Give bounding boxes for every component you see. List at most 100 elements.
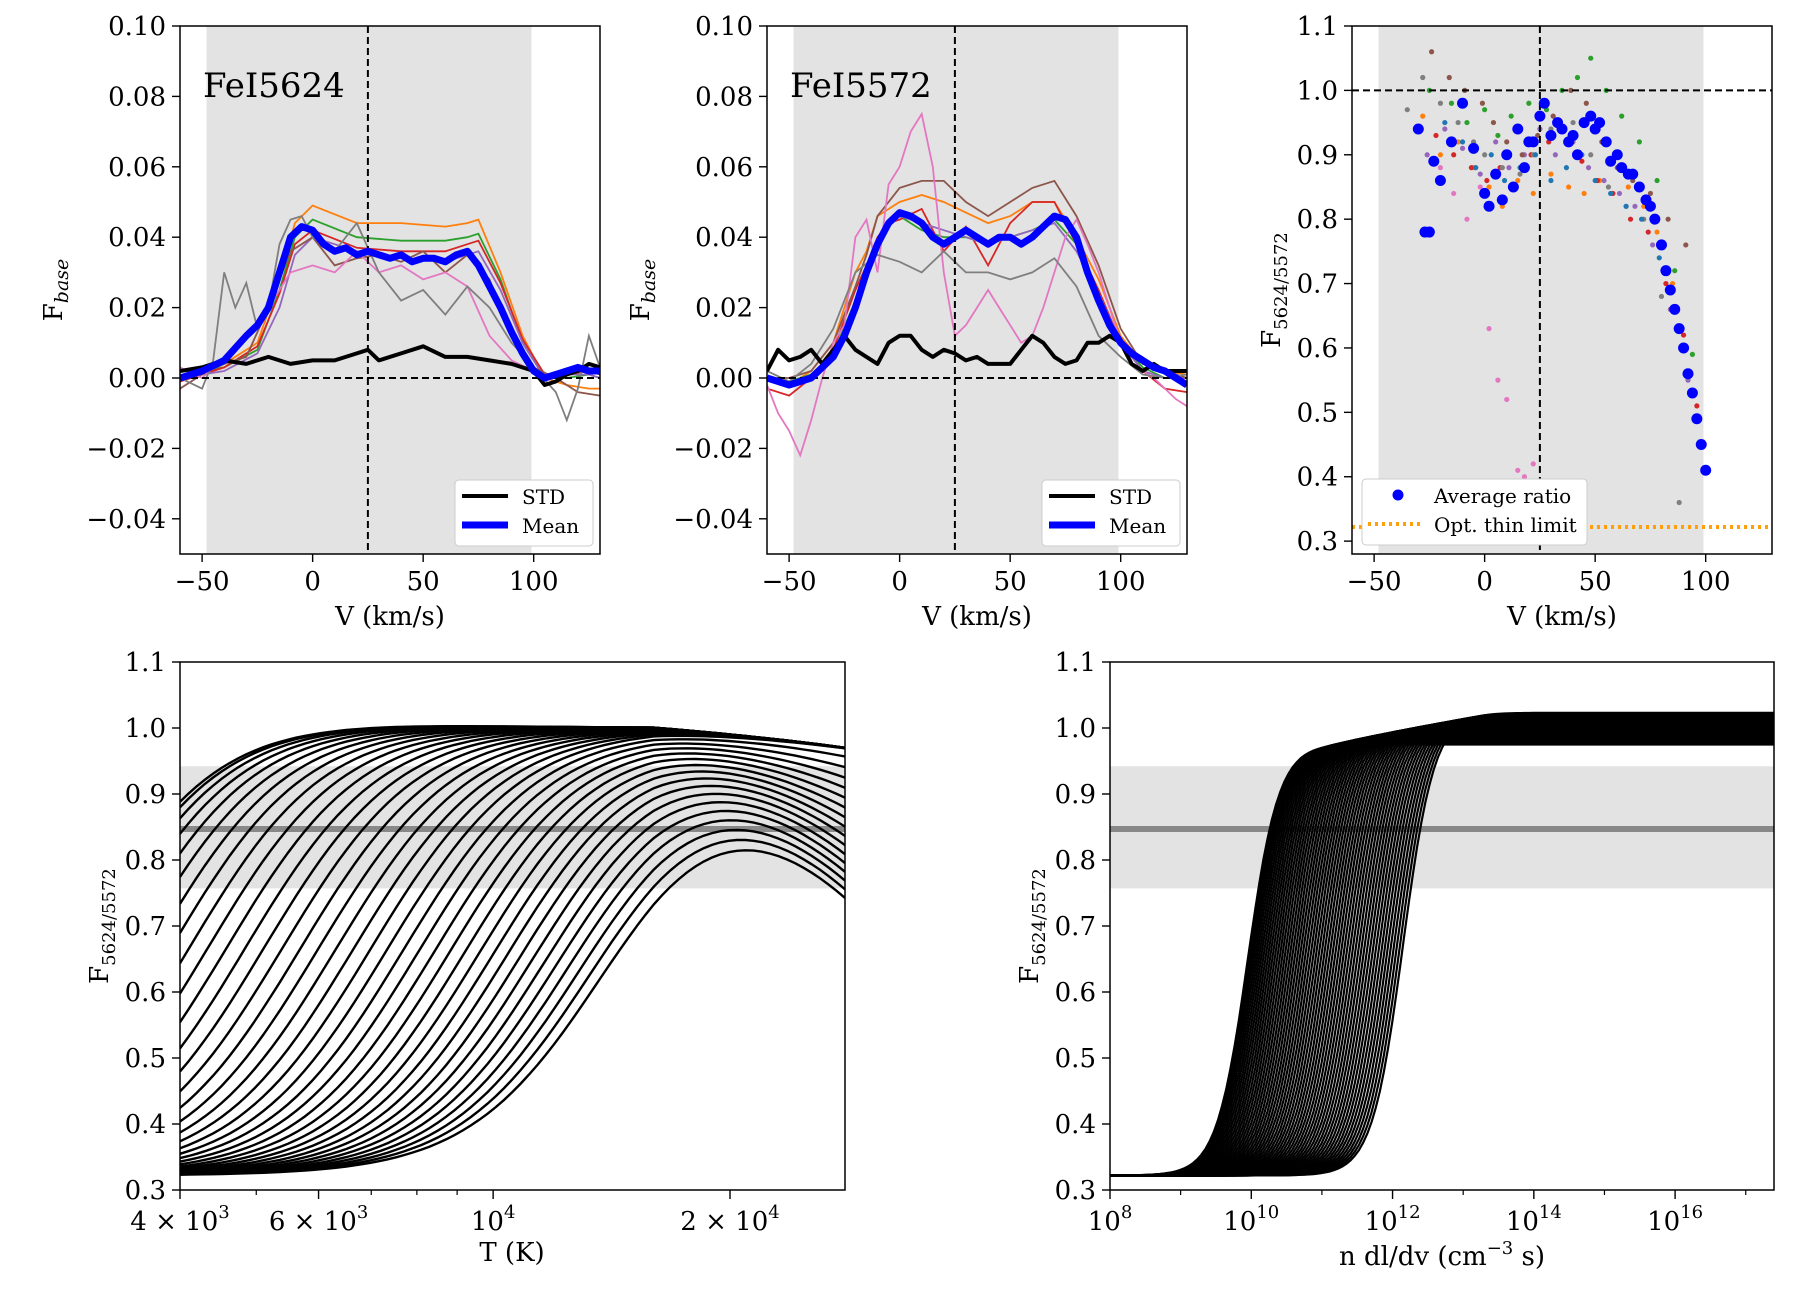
model-ratio-curve <box>180 849 845 1176</box>
epoch-ratio-point <box>1424 152 1430 158</box>
average-ratio-point <box>1627 168 1639 180</box>
epoch-ratio-point <box>1623 203 1629 209</box>
axes-frame <box>179 25 601 555</box>
average-ratio-point <box>1501 149 1513 161</box>
epoch-ratio-point <box>1689 351 1696 357</box>
y-tick-label: 1.1 <box>1297 12 1338 42</box>
model-ratio-curve <box>180 792 845 1174</box>
epoch-ratio-point <box>1477 184 1483 190</box>
epoch-ratio-point <box>1464 119 1470 126</box>
y-tick-label: 0.08 <box>695 82 753 112</box>
model-ratio-curve <box>180 770 845 1172</box>
epoch-ratio-point <box>1530 190 1536 197</box>
x-tick-label: 50 <box>1579 567 1612 597</box>
average-ratio-point <box>1545 129 1557 141</box>
average-ratio-point <box>1669 303 1681 315</box>
average-ratio-point <box>1594 117 1606 129</box>
epoch-ratio-point <box>1663 280 1669 287</box>
epoch-ratio-point <box>1632 203 1638 209</box>
average-ratio-point <box>1682 368 1694 380</box>
legend-box <box>1361 478 1588 546</box>
average-ratio-point <box>1571 149 1583 161</box>
axes-frame <box>766 25 1188 555</box>
average-ratio-point <box>1686 387 1698 399</box>
y-tick-label: 0.08 <box>108 82 166 112</box>
epoch-ratio-point <box>1672 268 1678 274</box>
x-axis-label: V (km/s) <box>921 602 1032 632</box>
y-tick-label: 0.02 <box>108 294 166 324</box>
epoch-ratio-point <box>1654 229 1660 235</box>
y-axis-label-sub: base <box>51 259 73 304</box>
legend-std-label: STD <box>522 485 565 509</box>
y-tick-label: 0.4 <box>125 1110 166 1140</box>
y-tick-label: 0.5 <box>125 1044 166 1074</box>
epoch-ratio-point <box>1488 152 1494 158</box>
epoch-ratio-point <box>1493 139 1499 145</box>
epoch-ratio-point <box>1581 190 1587 197</box>
epoch-ratio-point <box>1495 132 1501 139</box>
epoch-ratio-point <box>1627 216 1634 222</box>
epoch-ratio-point <box>1420 113 1426 119</box>
y-tick-label: 0.9 <box>1297 141 1338 171</box>
epoch-ratio-point <box>1448 100 1455 106</box>
mean-line <box>767 209 1187 389</box>
x-tick-label: 0 <box>891 567 908 597</box>
epoch-ratio-point <box>1420 74 1426 81</box>
epoch-ratio-point <box>1486 326 1492 332</box>
y-tick-label: 0.00 <box>108 364 166 394</box>
epoch-ratio-point <box>1404 107 1410 113</box>
average-ratio-point <box>1518 162 1530 174</box>
epoch-ratio-point <box>1484 177 1490 184</box>
y-tick-label: −0.02 <box>86 434 166 464</box>
panel-ratio-vs-temperature: 4 × 103 6 × 103 104 2 × 104 0.3 0.4 0.5 0.6 0.7 0… <box>85 648 846 1268</box>
y-tick-label: 1.1 <box>125 648 166 678</box>
mean-line <box>180 223 600 382</box>
model-ratio-curve <box>180 742 845 1163</box>
y-tick-label: −0.02 <box>673 434 753 464</box>
epoch-ratio-point <box>1479 100 1486 106</box>
epoch-profile-line <box>767 250 1187 383</box>
y-tick-label: 0.7 <box>1055 912 1096 942</box>
average-ratio-point <box>1585 110 1597 122</box>
epoch-ratio-point <box>1636 139 1642 145</box>
epoch-ratio-point <box>1459 139 1466 145</box>
line-annotation: FeI5572 <box>790 66 932 106</box>
x-axis-label: V (km/s) <box>334 602 445 632</box>
x-tick-label: 6 × 103 <box>269 1202 368 1237</box>
epoch-ratio-point <box>1428 49 1435 55</box>
model-ratio-curve <box>180 734 845 1155</box>
panel-feI5624-profile: −50 0 50 100 −0.04 −0.02 0.00 0.02 0.04 0.06 0.08 0… <box>39 12 601 632</box>
y-tick-label: 0.04 <box>108 223 166 253</box>
epoch-ratio-point <box>1650 242 1656 248</box>
average-ratio-point <box>1633 181 1645 193</box>
x-tick-label: 4 × 103 <box>130 1202 229 1237</box>
epoch-ratio-point <box>1566 184 1572 190</box>
epoch-ratio-point <box>1482 107 1488 113</box>
y-axis-label-main: F <box>1015 966 1045 984</box>
average-ratio-point <box>1412 123 1424 135</box>
y-tick-label: 0.8 <box>1297 205 1338 235</box>
model-ratio-curve <box>180 809 845 1175</box>
axis-ticks: 108 1010 1012 1014 1016 0.3 0.4 0.5 0.6 0.7 0.8 0.9… <box>1055 648 1747 1237</box>
epoch-ratio-point <box>1464 216 1470 222</box>
legend-mean-label: Mean <box>1109 514 1166 538</box>
legend: Average ratio Opt. thin limit <box>1361 478 1588 546</box>
x-axis-label: V (km/s) <box>1506 602 1617 632</box>
epoch-ratio-point <box>1548 177 1554 184</box>
average-ratio-point <box>1507 181 1519 193</box>
epoch-ratio-point <box>1683 242 1689 248</box>
legend-average-ratio-marker <box>1392 489 1404 501</box>
epoch-ratio-point <box>1442 119 1448 126</box>
y-axis-label-main: F <box>626 303 656 321</box>
y-tick-label: 0.8 <box>125 846 166 876</box>
y-axis-label-sub: 5624/5572 <box>1029 868 1050 966</box>
line-annotation: FeI5624 <box>203 66 345 106</box>
x-tick-label: −50 <box>762 567 817 597</box>
x-tick-label: 50 <box>407 567 440 597</box>
epoch-ratio-point <box>1486 184 1492 190</box>
epoch-ratio-point <box>1526 100 1532 106</box>
y-tick-label: 0.6 <box>1055 978 1096 1008</box>
plot-area <box>1110 711 1774 1177</box>
epoch-ratio-point <box>1473 165 1479 171</box>
